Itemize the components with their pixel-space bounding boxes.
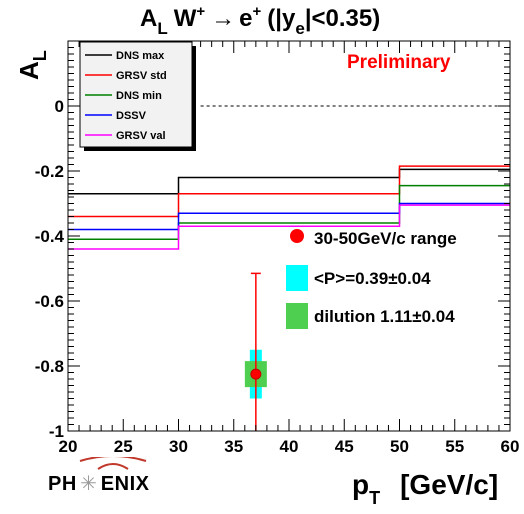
legend-label: dilution 1.11±0.04 bbox=[314, 307, 455, 326]
series-line bbox=[68, 202, 510, 231]
y-tick-label: -1 bbox=[49, 422, 64, 441]
data-point bbox=[250, 368, 262, 380]
y-tick-label: 0 bbox=[55, 97, 64, 116]
series-layer bbox=[68, 165, 510, 250]
x-tick-label: 40 bbox=[280, 437, 299, 456]
logo-text-left: PH bbox=[48, 473, 77, 495]
data-point-layer bbox=[244, 272, 267, 431]
logo-text-right: ENIX bbox=[100, 473, 150, 495]
series-line bbox=[68, 165, 510, 218]
chart-title: AL W+ → e+ (|ye|<0.35) bbox=[140, 3, 380, 38]
y-tick-label: -0.4 bbox=[35, 227, 65, 246]
legend-label: GRSV std bbox=[116, 70, 167, 82]
x-tick-label: 30 bbox=[169, 437, 188, 456]
series-line bbox=[68, 168, 510, 195]
preliminary-label: Preliminary bbox=[347, 52, 451, 73]
logo-sun-icon: ✳ bbox=[80, 473, 98, 495]
series-line bbox=[68, 204, 510, 250]
legend-box: DNS max GRSV std DNS min DSSV GRSV val bbox=[79, 41, 196, 151]
legend-label: DNS max bbox=[116, 50, 165, 62]
x-tick-label: 50 bbox=[390, 437, 409, 456]
x-tick-label: 60 bbox=[501, 437, 520, 456]
legend-marker bbox=[290, 229, 304, 243]
legend-entries: DNS max GRSV std DNS min DSSV GRSV val bbox=[85, 50, 167, 142]
x-tick-label: 45 bbox=[335, 437, 354, 456]
legend-label: GRSV val bbox=[116, 130, 166, 142]
y-axis-label: AL bbox=[14, 50, 50, 80]
legend-label: 30-50GeV/c range bbox=[314, 229, 457, 248]
legend-label: <P>=0.39±0.04 bbox=[314, 269, 431, 288]
legend-swatch bbox=[286, 265, 308, 291]
x-tick-label: 55 bbox=[445, 437, 464, 456]
x-tick-label: 35 bbox=[224, 437, 243, 456]
y-tick-label: -0.2 bbox=[35, 162, 64, 181]
x-axis-label: pT [GeV/c] bbox=[352, 469, 498, 508]
x-tick-label: 25 bbox=[114, 437, 133, 456]
phenix-logo: PH ✳ ENIX bbox=[48, 457, 178, 503]
series-line bbox=[68, 184, 510, 240]
y-tick-label: -0.6 bbox=[35, 292, 64, 311]
legend-measurement: 30-50GeV/c range <P>=0.39±0.04 dilution 1.… bbox=[286, 229, 457, 329]
x-tick-label: 20 bbox=[59, 437, 78, 456]
legend-swatch bbox=[286, 303, 308, 329]
legend-label: DSSV bbox=[116, 110, 147, 122]
legend-label: DNS min bbox=[116, 90, 162, 102]
logo-arc-icon bbox=[79, 457, 147, 470]
y-tick-label: -0.8 bbox=[35, 357, 64, 376]
